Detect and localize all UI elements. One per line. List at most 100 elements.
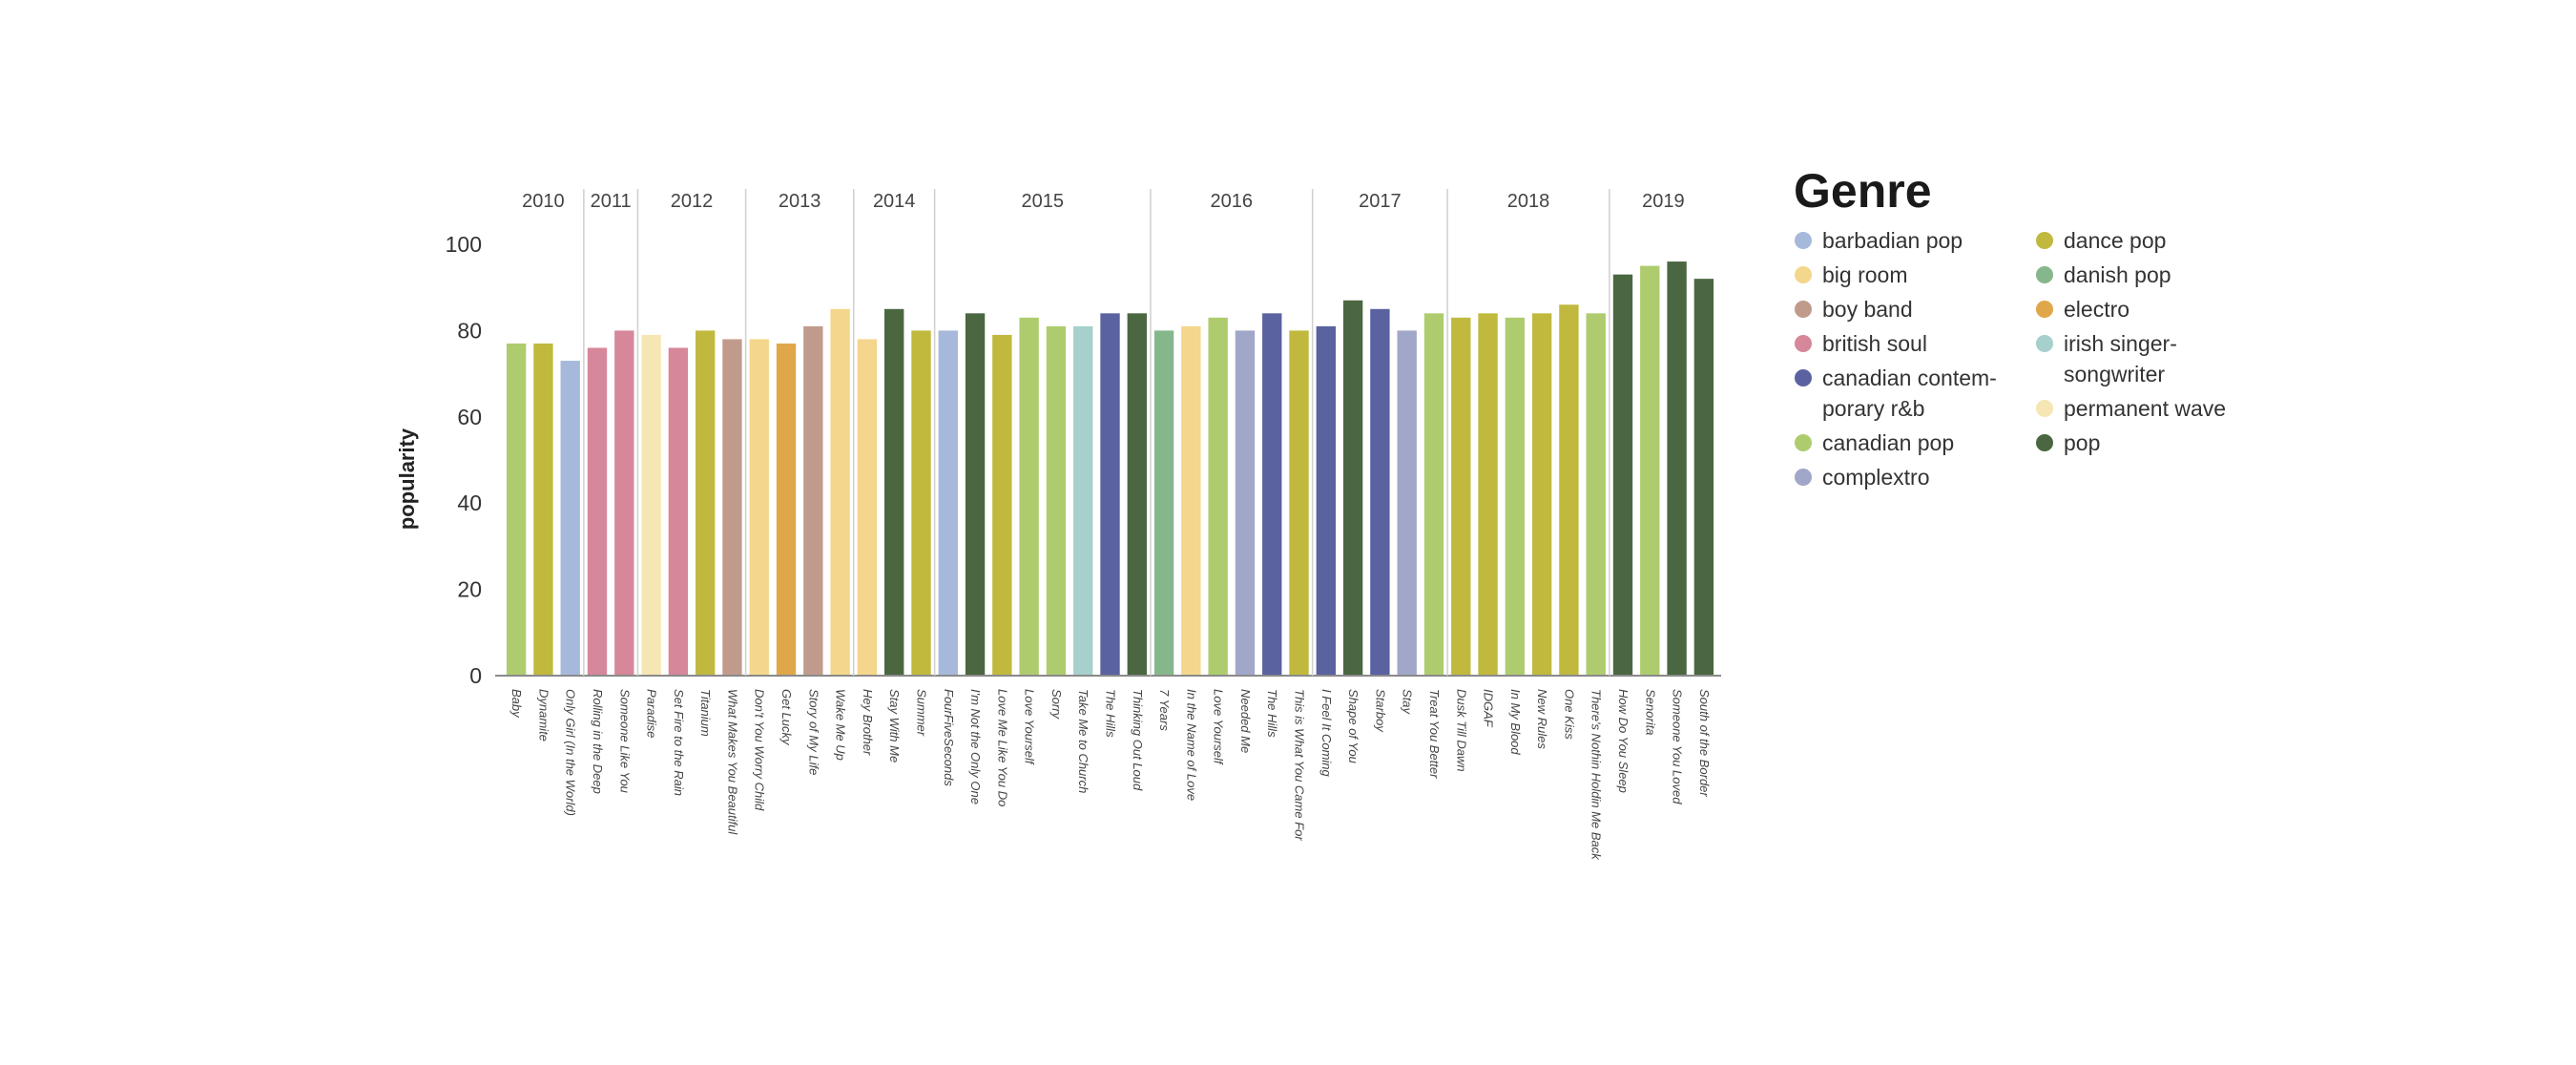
- legend-swatch: [2036, 335, 2053, 352]
- legend-label: barbadian pop: [1822, 228, 1963, 253]
- x-tick-label: In the Name of Love: [1184, 689, 1198, 801]
- bar: [587, 347, 608, 676]
- x-tick-label: New Rules: [1535, 689, 1549, 749]
- x-tick-label: Love Yourself: [1023, 689, 1037, 765]
- year-label: 2017: [1359, 191, 1402, 212]
- bar: [1478, 313, 1498, 676]
- x-tick-label: Dynamite: [536, 689, 551, 741]
- legend-label: complextro: [1822, 465, 1929, 490]
- legend-item: big room: [1795, 262, 1907, 287]
- legend-label: permanent wave: [2064, 396, 2226, 421]
- bar: [1019, 317, 1039, 676]
- x-tick-label: Rolling in the Deep: [591, 689, 605, 794]
- bar: [749, 339, 769, 676]
- legend-item: canadian pop: [1795, 430, 1954, 455]
- year-groups: 2010 2011 2012 2013 2014 2015 2016 2017 2018 2019: [522, 189, 1685, 676]
- bar: [1342, 300, 1363, 676]
- x-tick-label: Wake Me Up: [834, 689, 848, 761]
- bar: [641, 334, 661, 676]
- legend-swatch: [1795, 335, 1812, 352]
- legend-swatch: [1795, 301, 1812, 318]
- legend-label: canadian contem-: [1822, 365, 1997, 390]
- x-tick-label: Thinking Out Loud: [1131, 689, 1145, 791]
- x-tick-label: The Hills: [1104, 689, 1118, 738]
- bar: [1505, 317, 1526, 676]
- x-tick-label: Don't You Worry Child: [753, 689, 767, 811]
- legend-item: boy band: [1795, 297, 1913, 322]
- legend-label: songwriter: [2064, 362, 2165, 386]
- bar: [1370, 308, 1390, 676]
- bar: [1153, 330, 1174, 676]
- legend-item: irish singer-songwriter: [2036, 331, 2177, 386]
- x-tick-label: What Makes You Beautiful: [725, 689, 739, 835]
- x-tick-label: Story of My Life: [806, 689, 821, 775]
- legend-label: irish singer-: [2064, 331, 2177, 356]
- bar: [533, 343, 553, 676]
- x-tick-label: I'm Not the Only One: [968, 689, 983, 804]
- x-tick-label: Needed Me: [1238, 689, 1253, 753]
- legend-swatch: [1795, 369, 1812, 386]
- bar: [1586, 313, 1606, 676]
- bar: [1559, 304, 1579, 676]
- bar: [560, 361, 580, 676]
- bar: [1046, 325, 1067, 676]
- legend-swatch: [2036, 434, 2053, 451]
- x-tick-label: South of the Border: [1697, 689, 1712, 797]
- year-label: 2010: [522, 191, 565, 212]
- x-tick-label: Shape of You: [1346, 689, 1361, 763]
- bar: [776, 343, 797, 676]
- x-tick-label: One Kiss: [1562, 689, 1576, 740]
- bar: [614, 330, 634, 676]
- legend-item: dance pop: [2036, 228, 2166, 253]
- x-tick-label: Stay: [1401, 689, 1415, 716]
- bar: [1397, 330, 1417, 676]
- bar: [803, 325, 823, 676]
- year-label: 2012: [671, 191, 714, 212]
- year-label: 2019: [1642, 191, 1685, 212]
- bar: [1235, 330, 1256, 676]
- x-tick-label: Someone Like You: [617, 689, 632, 793]
- y-tick-label: 60: [457, 405, 482, 429]
- bar: [695, 330, 716, 676]
- x-tick-label: Summer: [914, 689, 928, 737]
- x-tick-label: IDGAF: [1482, 689, 1496, 728]
- x-tick-label: Paradise: [645, 689, 659, 738]
- year-label: 2016: [1211, 191, 1254, 212]
- x-tick-label: Stay With Me: [887, 689, 902, 762]
- legend: Genre barbadian pop big room boy band britis…: [1794, 164, 2226, 490]
- x-tick-label: Take Me to Church: [1076, 689, 1091, 793]
- legend-swatch: [2036, 400, 2053, 417]
- legend-swatch: [2036, 232, 2053, 249]
- y-tick-label: 100: [446, 232, 482, 257]
- legend-item: canadian contem-porary r&b: [1795, 365, 1997, 421]
- bar: [1208, 317, 1228, 676]
- x-tick-label: Sorry: [1049, 689, 1064, 720]
- bar: [1127, 313, 1147, 676]
- legend-item: permanent wave: [2036, 396, 2226, 421]
- x-tick-label: Get Lucky: [779, 689, 794, 746]
- bar: [1640, 265, 1660, 676]
- bar: [1262, 313, 1282, 676]
- x-tick-label: Treat You Better: [1427, 689, 1442, 779]
- x-tick-label: Love Yourself: [1212, 689, 1226, 765]
- bar: [1667, 261, 1687, 676]
- legend-item: barbadian pop: [1795, 228, 1963, 253]
- bar: [992, 334, 1012, 676]
- x-tick-label: This is What You Came For: [1293, 689, 1307, 841]
- y-tick-label: 80: [457, 318, 482, 343]
- bar: [668, 347, 689, 676]
- x-tick-label: Love Me Like You Do: [995, 689, 1009, 806]
- legend-swatch: [1795, 266, 1812, 283]
- legend-label: dance pop: [2064, 228, 2166, 253]
- y-axis: 0 20 40 60 80 100 popularity: [395, 232, 482, 688]
- year-label: 2018: [1507, 191, 1550, 212]
- bar: [722, 339, 742, 676]
- x-tick-label: Starboy: [1373, 689, 1387, 733]
- bar: [1181, 325, 1201, 676]
- year-label: 2013: [779, 191, 821, 212]
- year-label: 2014: [873, 191, 916, 212]
- x-tick-label: Hey Brother: [861, 689, 875, 756]
- bar: [884, 308, 904, 676]
- bar: [1451, 317, 1471, 676]
- legend-swatch: [1795, 434, 1812, 451]
